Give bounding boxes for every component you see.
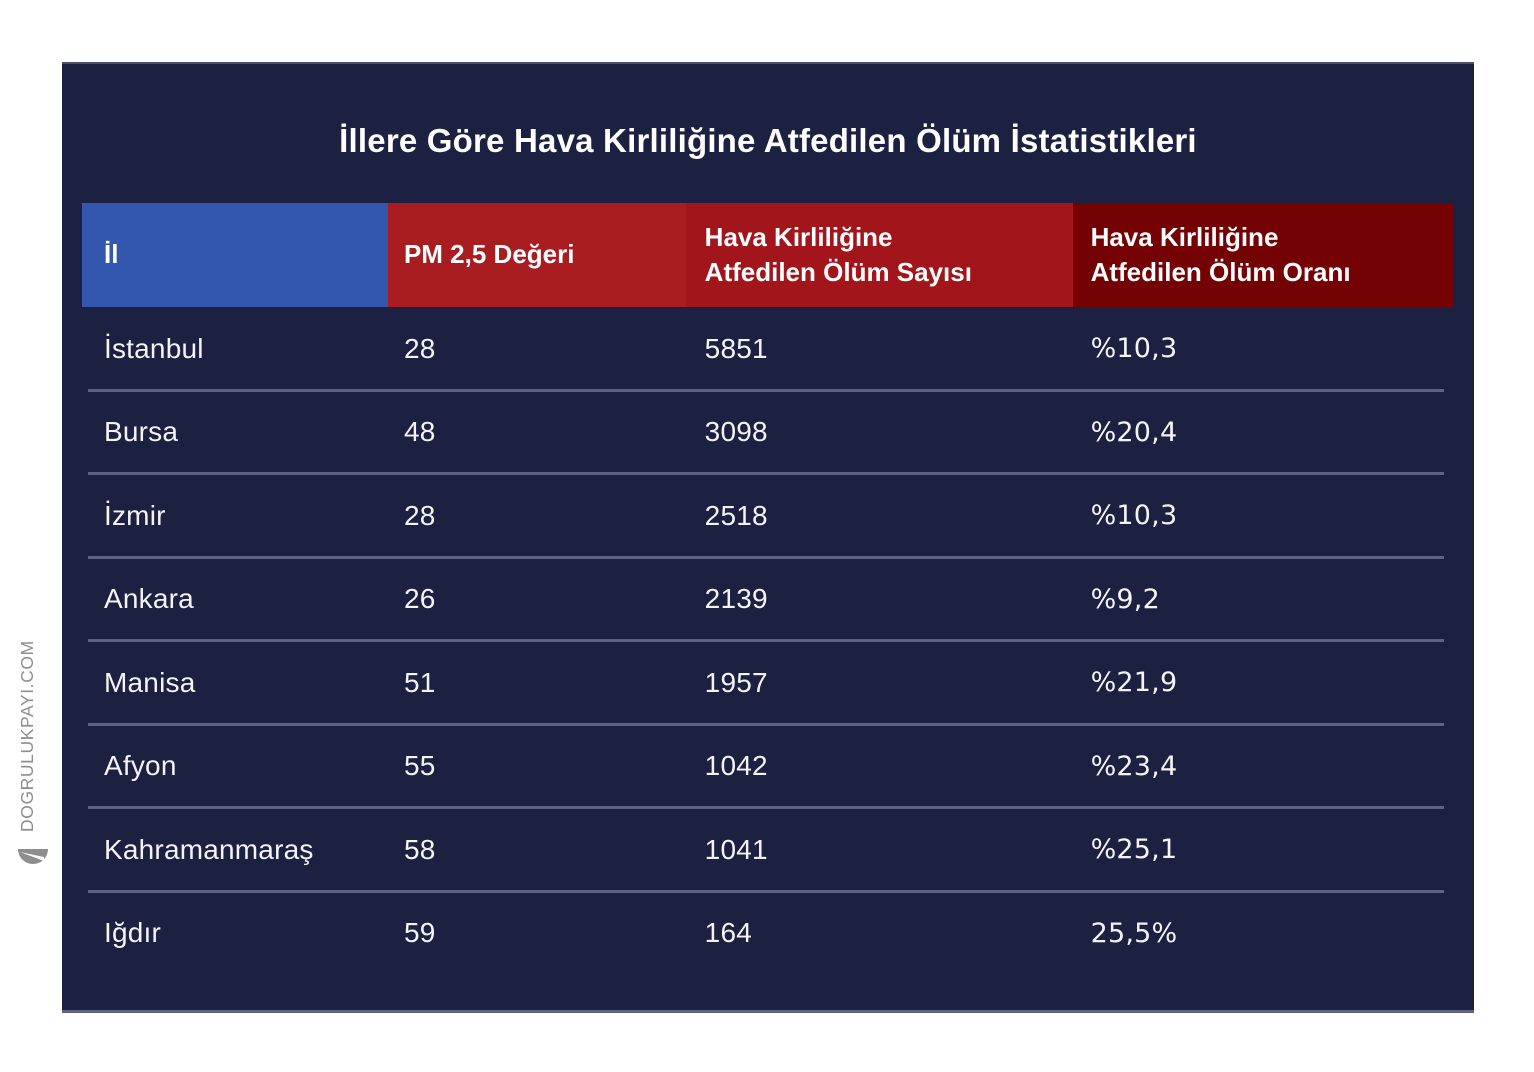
table-body: İstanbul 28 5851 %10,3 Bursa 48 3098 %20… bbox=[82, 307, 1454, 975]
title-band: İllere Göre Hava Kirliliğine Atfedilen Ö… bbox=[62, 64, 1474, 203]
cell-death-count: 5851 bbox=[704, 332, 768, 364]
cell-province: İstanbul bbox=[104, 332, 204, 364]
cell-death-rate: 25,5% bbox=[1090, 917, 1178, 949]
cell-death-rate: %9,2 bbox=[1090, 583, 1160, 615]
cell-province: Manisa bbox=[104, 666, 196, 698]
column-header-death-rate: Hava Kirliliğine Atfedilen Ölüm Oranı bbox=[1072, 203, 1454, 307]
cell-death-rate: %21,9 bbox=[1090, 667, 1178, 699]
statistics-table: İl PM 2,5 Değeri Hava Kirliliğine Atfedi… bbox=[82, 203, 1454, 975]
cell-pm25: 51 bbox=[403, 666, 436, 698]
cell-pm25: 28 bbox=[403, 499, 436, 531]
watermark-text: DOGRULUKPAYI.COM bbox=[17, 640, 37, 832]
cell-death-count: 2139 bbox=[704, 583, 768, 615]
table-row: Afyon 55 1042 %23,4 bbox=[82, 722, 1454, 809]
cell-death-rate: %25,1 bbox=[1090, 834, 1178, 866]
cell-province: İzmir bbox=[104, 499, 166, 531]
cell-pm25: 59 bbox=[403, 917, 436, 949]
table-row: İstanbul 28 5851 %10,3 bbox=[82, 307, 1454, 391]
dogrulukpayi-gauge-icon bbox=[18, 849, 48, 864]
cell-death-rate: %23,4 bbox=[1090, 750, 1178, 782]
table-row: Manisa 51 1957 %21,9 bbox=[82, 639, 1454, 725]
cell-province: Iğdır bbox=[104, 917, 162, 949]
cell-death-count: 1957 bbox=[704, 666, 768, 698]
cell-province: Kahramanmaraş bbox=[104, 833, 314, 865]
table-row: Kahramanmaraş 58 1041 %25,1 bbox=[82, 806, 1454, 892]
table-row: Iğdır 59 164 25,5% bbox=[82, 889, 1454, 976]
infographic-card: İllere Göre Hava Kirliliğine Atfedilen Ö… bbox=[62, 62, 1474, 1013]
column-header-il: İl bbox=[82, 203, 388, 307]
cell-province: Bursa bbox=[104, 416, 179, 448]
cell-pm25: 28 bbox=[403, 332, 436, 364]
cell-death-rate: %10,3 bbox=[1090, 500, 1178, 532]
cell-death-count: 1042 bbox=[704, 750, 768, 782]
cell-pm25: 55 bbox=[403, 750, 436, 782]
column-header-death-count: Hava Kirliliğine Atfedilen Ölüm Sayısı bbox=[685, 203, 1073, 307]
cell-death-count: 164 bbox=[704, 917, 752, 949]
cell-province: Afyon bbox=[104, 750, 177, 782]
cell-pm25: 26 bbox=[403, 583, 436, 615]
cell-pm25: 48 bbox=[403, 416, 436, 448]
cell-pm25: 58 bbox=[403, 833, 436, 865]
table-header-row: İl PM 2,5 Değeri Hava Kirliliğine Atfedi… bbox=[82, 203, 1454, 307]
table-row: Bursa 48 3098 %20,4 bbox=[82, 388, 1454, 475]
cell-province: Ankara bbox=[104, 583, 194, 615]
cell-death-count: 2518 bbox=[704, 499, 768, 531]
table-row: Ankara 26 2139 %9,2 bbox=[82, 555, 1454, 642]
cell-death-count: 3098 bbox=[704, 416, 768, 448]
cell-death-rate: %20,4 bbox=[1090, 416, 1178, 448]
column-header-pm25: PM 2,5 Değeri bbox=[387, 203, 686, 307]
cell-death-count: 1041 bbox=[704, 833, 768, 865]
page-title: İllere Göre Hava Kirliliğine Atfedilen Ö… bbox=[339, 121, 1197, 159]
table-row: İzmir 28 2518 %10,3 bbox=[82, 472, 1454, 558]
cell-death-rate: %10,3 bbox=[1090, 333, 1178, 365]
